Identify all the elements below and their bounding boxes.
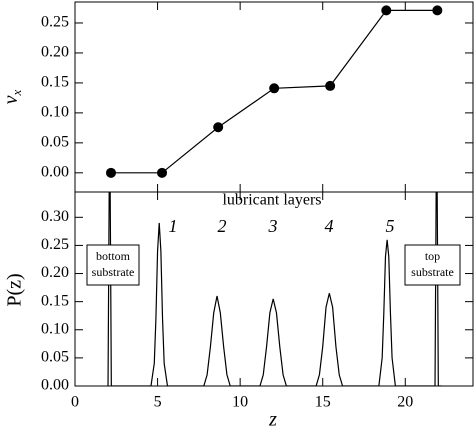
data-point — [269, 83, 280, 94]
y-tick-label: 0.25 — [41, 236, 69, 253]
y-tick-label: 0.00 — [41, 377, 69, 394]
annotation-text: bottom — [96, 249, 131, 263]
annotation-text: substrate — [92, 265, 135, 279]
x-tick-label: 20 — [397, 394, 413, 411]
x-tick-label: 0 — [71, 394, 79, 411]
annotation-text: top — [425, 249, 440, 263]
x-tick-label: 15 — [315, 394, 331, 411]
y-tick-label: 0.25 — [41, 14, 69, 31]
layer-label: 3 — [268, 216, 278, 236]
data-line — [107, 192, 442, 386]
annotation-text: substrate — [411, 265, 454, 279]
plot-area — [107, 192, 442, 386]
data-point — [432, 5, 443, 16]
plot-area — [106, 5, 443, 178]
y-tick-label: 0.15 — [41, 74, 69, 91]
x-tick-label: 10 — [232, 394, 248, 411]
y-axis-label: vx — [0, 89, 24, 104]
y-tick-label: 0.05 — [41, 349, 69, 366]
x-axis-label: z — [268, 409, 277, 431]
y-axis-label-sub: x — [9, 89, 24, 96]
annotation-title: lubricant layers — [222, 192, 321, 209]
data-point — [157, 167, 168, 178]
y-tick-label: 0.10 — [41, 104, 69, 121]
y-tick-label: 0.20 — [41, 264, 69, 281]
y-tick-label: 0.10 — [41, 320, 69, 337]
data-point — [381, 5, 392, 16]
y-tick-label: 0.05 — [41, 134, 69, 151]
data-point — [106, 167, 117, 178]
annotation-box — [404, 244, 461, 286]
plot-frame — [74, 191, 474, 387]
data-point — [325, 80, 336, 91]
y-tick-label: 0.20 — [41, 44, 69, 61]
annotation-box — [86, 244, 140, 286]
y-axis-label-main: v — [0, 95, 22, 104]
plot-frame — [74, 1, 474, 193]
y-tick-label: 0.30 — [41, 208, 69, 225]
layer-label: 1 — [169, 216, 178, 236]
layer-label: 5 — [386, 216, 395, 236]
layer-label: 4 — [325, 216, 334, 236]
y-tick-label: 0.00 — [41, 163, 69, 180]
x-tick-label: 5 — [154, 394, 162, 411]
y-axis-label: P(z) — [4, 273, 26, 306]
layer-label: 2 — [218, 216, 227, 236]
data-point — [213, 122, 224, 133]
y-tick-label: 0.15 — [41, 292, 69, 309]
